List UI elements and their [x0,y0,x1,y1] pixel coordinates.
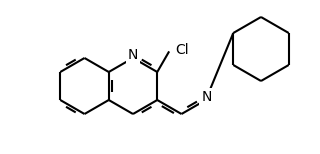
Text: Cl: Cl [175,43,189,57]
Text: N: N [128,48,138,62]
Text: N: N [202,90,212,104]
